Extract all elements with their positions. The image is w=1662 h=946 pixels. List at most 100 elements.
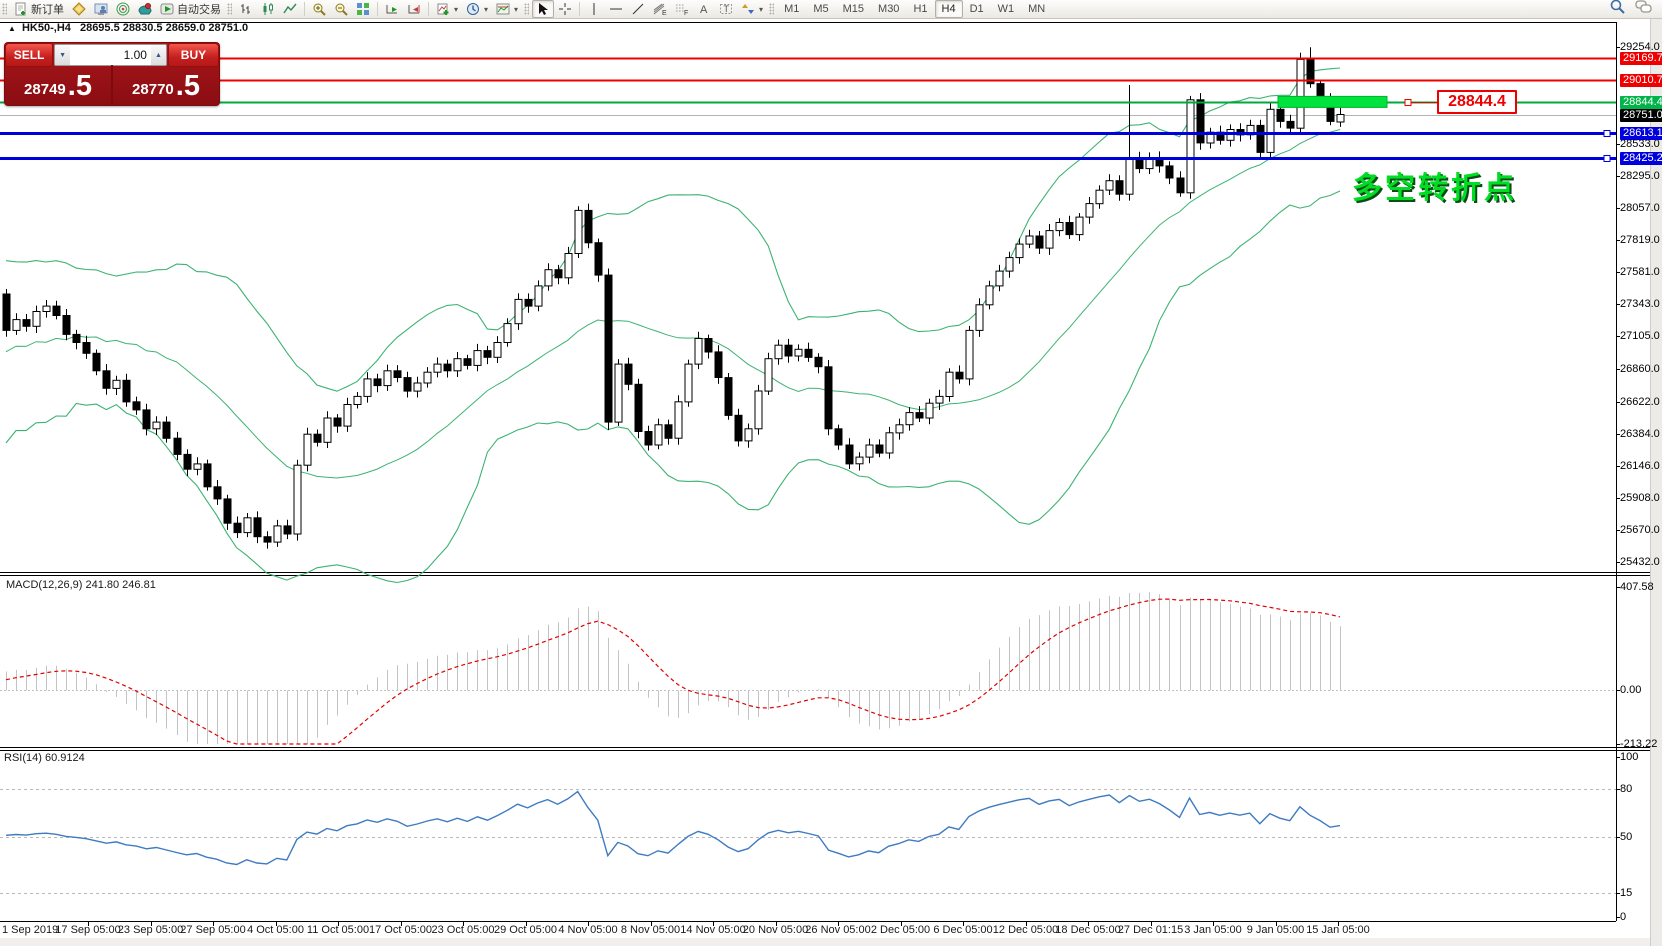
- bottom-gutter: [0, 938, 1650, 946]
- price-level-chip: 28425.2: [1620, 152, 1662, 165]
- date-tick-label: 27 Dec 01:15: [1117, 924, 1184, 936]
- axis-tick-label: 25670.0: [1620, 524, 1660, 536]
- navigator-button[interactable]: [112, 0, 134, 18]
- toolbar-grip[interactable]: [769, 3, 775, 15]
- horizontal-level-lines[interactable]: [0, 57, 1616, 162]
- turning-point-annotation[interactable]: 多空转折点: [1352, 172, 1517, 205]
- axis-tick-label: 27819.0: [1620, 234, 1660, 246]
- timeframe-m5-button[interactable]: M5: [813, 3, 829, 15]
- periods-icon: [466, 2, 480, 16]
- timeframe-mn-button[interactable]: MN: [1028, 3, 1046, 15]
- price-level-chip: 29169.7: [1620, 52, 1662, 65]
- cursor-icon: [536, 2, 550, 16]
- buy-price[interactable]: 28770 .5: [113, 65, 219, 105]
- timeframe-m30-button[interactable]: M30: [878, 3, 900, 15]
- auto-trading-button[interactable]: 自动交易: [156, 0, 225, 18]
- date-tick-label: 17 Sep 05:00: [55, 924, 121, 936]
- timeframe-d1-button[interactable]: D1: [969, 3, 984, 15]
- svg-text:A: A: [700, 4, 708, 16]
- vertical-line-button[interactable]: [583, 0, 605, 18]
- horizontal-line-button[interactable]: [605, 0, 627, 18]
- dropdown-arrow-icon: ▾: [514, 4, 519, 14]
- axis-tick-label: 29254.0: [1620, 41, 1660, 53]
- chart-title-symbol: HK50-,H4: [21, 22, 71, 34]
- axis-tick-label: 407.58: [1620, 581, 1654, 593]
- timeframe-h4-button[interactable]: H4: [934, 0, 963, 18]
- axis-tick-label: 100: [1620, 751, 1639, 763]
- crosshair-button[interactable]: [554, 0, 576, 18]
- chart-canvas[interactable]: [0, 18, 1662, 946]
- text-label-button[interactable]: T: [715, 0, 737, 18]
- market-watch-icon: [72, 2, 86, 16]
- trendline-button[interactable]: [627, 0, 649, 18]
- sell-button[interactable]: SELL: [5, 43, 54, 67]
- date-tick-label: 4 Oct 05:00: [247, 924, 304, 936]
- highlight-zone[interactable]: [1277, 95, 1388, 108]
- toolbar-grip[interactable]: [2, 3, 7, 15]
- line-chart-button[interactable]: [279, 0, 301, 18]
- volume-decrease-button[interactable]: ▼: [55, 45, 71, 65]
- date-tick-label: 2 Dec 05:00: [870, 924, 931, 936]
- arrows-icon: [741, 2, 755, 16]
- axis-tick-label: 26860.0: [1620, 363, 1660, 375]
- price-level-chip: 29010.7: [1620, 74, 1662, 87]
- date-tick-label: 11 Oct 05:00: [306, 924, 370, 936]
- chat-icon[interactable]: [1635, 0, 1652, 19]
- dropdown-arrow-icon: ▾: [484, 4, 489, 14]
- date-tick-label: 23 Sep 05:00: [117, 924, 184, 936]
- toolbar: 新订单 自动交易 ▾: [0, 0, 1662, 19]
- date-tick-label: 15 Jan 05:00: [1306, 924, 1370, 936]
- tile-windows-button[interactable]: [352, 0, 374, 18]
- timeframe-m15-button[interactable]: M15: [842, 3, 865, 15]
- cursor-button[interactable]: [532, 0, 555, 18]
- macd-label: MACD(12,26,9) 241.80 246.81: [6, 579, 156, 591]
- trendline-icon: [631, 2, 645, 16]
- fibo-button[interactable]: E: [649, 0, 671, 18]
- volume-input[interactable]: [70, 48, 151, 62]
- fibo-expansion-button[interactable]: F: [671, 0, 693, 18]
- indicators-icon: [436, 2, 450, 16]
- zoom-out-button[interactable]: [330, 0, 352, 18]
- tile-windows-icon: [356, 2, 370, 16]
- date-tick-label: 26 Nov 05:00: [805, 924, 871, 936]
- templates-button[interactable]: ▾: [492, 0, 522, 18]
- axis-tick-label: 28057.0: [1620, 202, 1660, 214]
- chart-shift-button[interactable]: [403, 0, 425, 18]
- chart-window: ▲ HK50-,H4 28695.5 28830.5 28659.0 28751…: [0, 18, 1662, 946]
- buy-price-fraction: .5: [175, 70, 200, 102]
- candlestick-button[interactable]: [257, 0, 279, 18]
- market-watch-button[interactable]: [68, 0, 90, 18]
- toolbar-grip[interactable]: [524, 3, 530, 15]
- fibo-expansion-icon: F: [675, 2, 689, 16]
- data-window-button[interactable]: [90, 0, 112, 18]
- periods-button[interactable]: ▾: [462, 0, 492, 18]
- arrows-button[interactable]: ▾: [737, 0, 767, 18]
- axis-tick-label: 50: [1620, 831, 1633, 843]
- indicators-button[interactable]: ▾: [432, 0, 462, 18]
- toolbar-grip[interactable]: [227, 3, 232, 15]
- one-click-trading-panel: SELL ▼ ▲ BUY 28749 .5 28770 .5: [4, 42, 220, 106]
- zoom-in-button[interactable]: [308, 0, 330, 18]
- auto-scroll-button[interactable]: [381, 0, 403, 18]
- volume-increase-button[interactable]: ▲: [150, 45, 166, 65]
- terminal-button[interactable]: [134, 0, 156, 18]
- buy-button[interactable]: BUY: [167, 43, 219, 67]
- timeframe-w1-button[interactable]: W1: [997, 3, 1015, 15]
- bar-chart-button[interactable]: [235, 0, 257, 18]
- svg-text:F: F: [684, 10, 688, 16]
- auto-trading-icon: [160, 2, 174, 16]
- search-icon[interactable]: [1610, 0, 1625, 19]
- timeframe-h1-button[interactable]: H1: [913, 3, 928, 15]
- axis-tick-label: 25908.0: [1620, 492, 1660, 504]
- price-callout-box[interactable]: 28844.4: [1437, 90, 1517, 114]
- text-icon: A: [697, 2, 711, 16]
- panel-divider: [111, 65, 113, 105]
- date-tick-label: 8 Nov 05:00: [620, 924, 681, 936]
- new-order-button[interactable]: 新订单: [10, 0, 68, 18]
- sell-price[interactable]: 28749 .5: [5, 65, 111, 105]
- text-button[interactable]: A: [693, 0, 715, 18]
- timeframe-m1-button[interactable]: M1: [784, 3, 800, 15]
- axis-tick-label: 27343.0: [1620, 298, 1660, 310]
- chart-title: ▲ HK50-,H4 28695.5 28830.5 28659.0 28751…: [8, 22, 248, 34]
